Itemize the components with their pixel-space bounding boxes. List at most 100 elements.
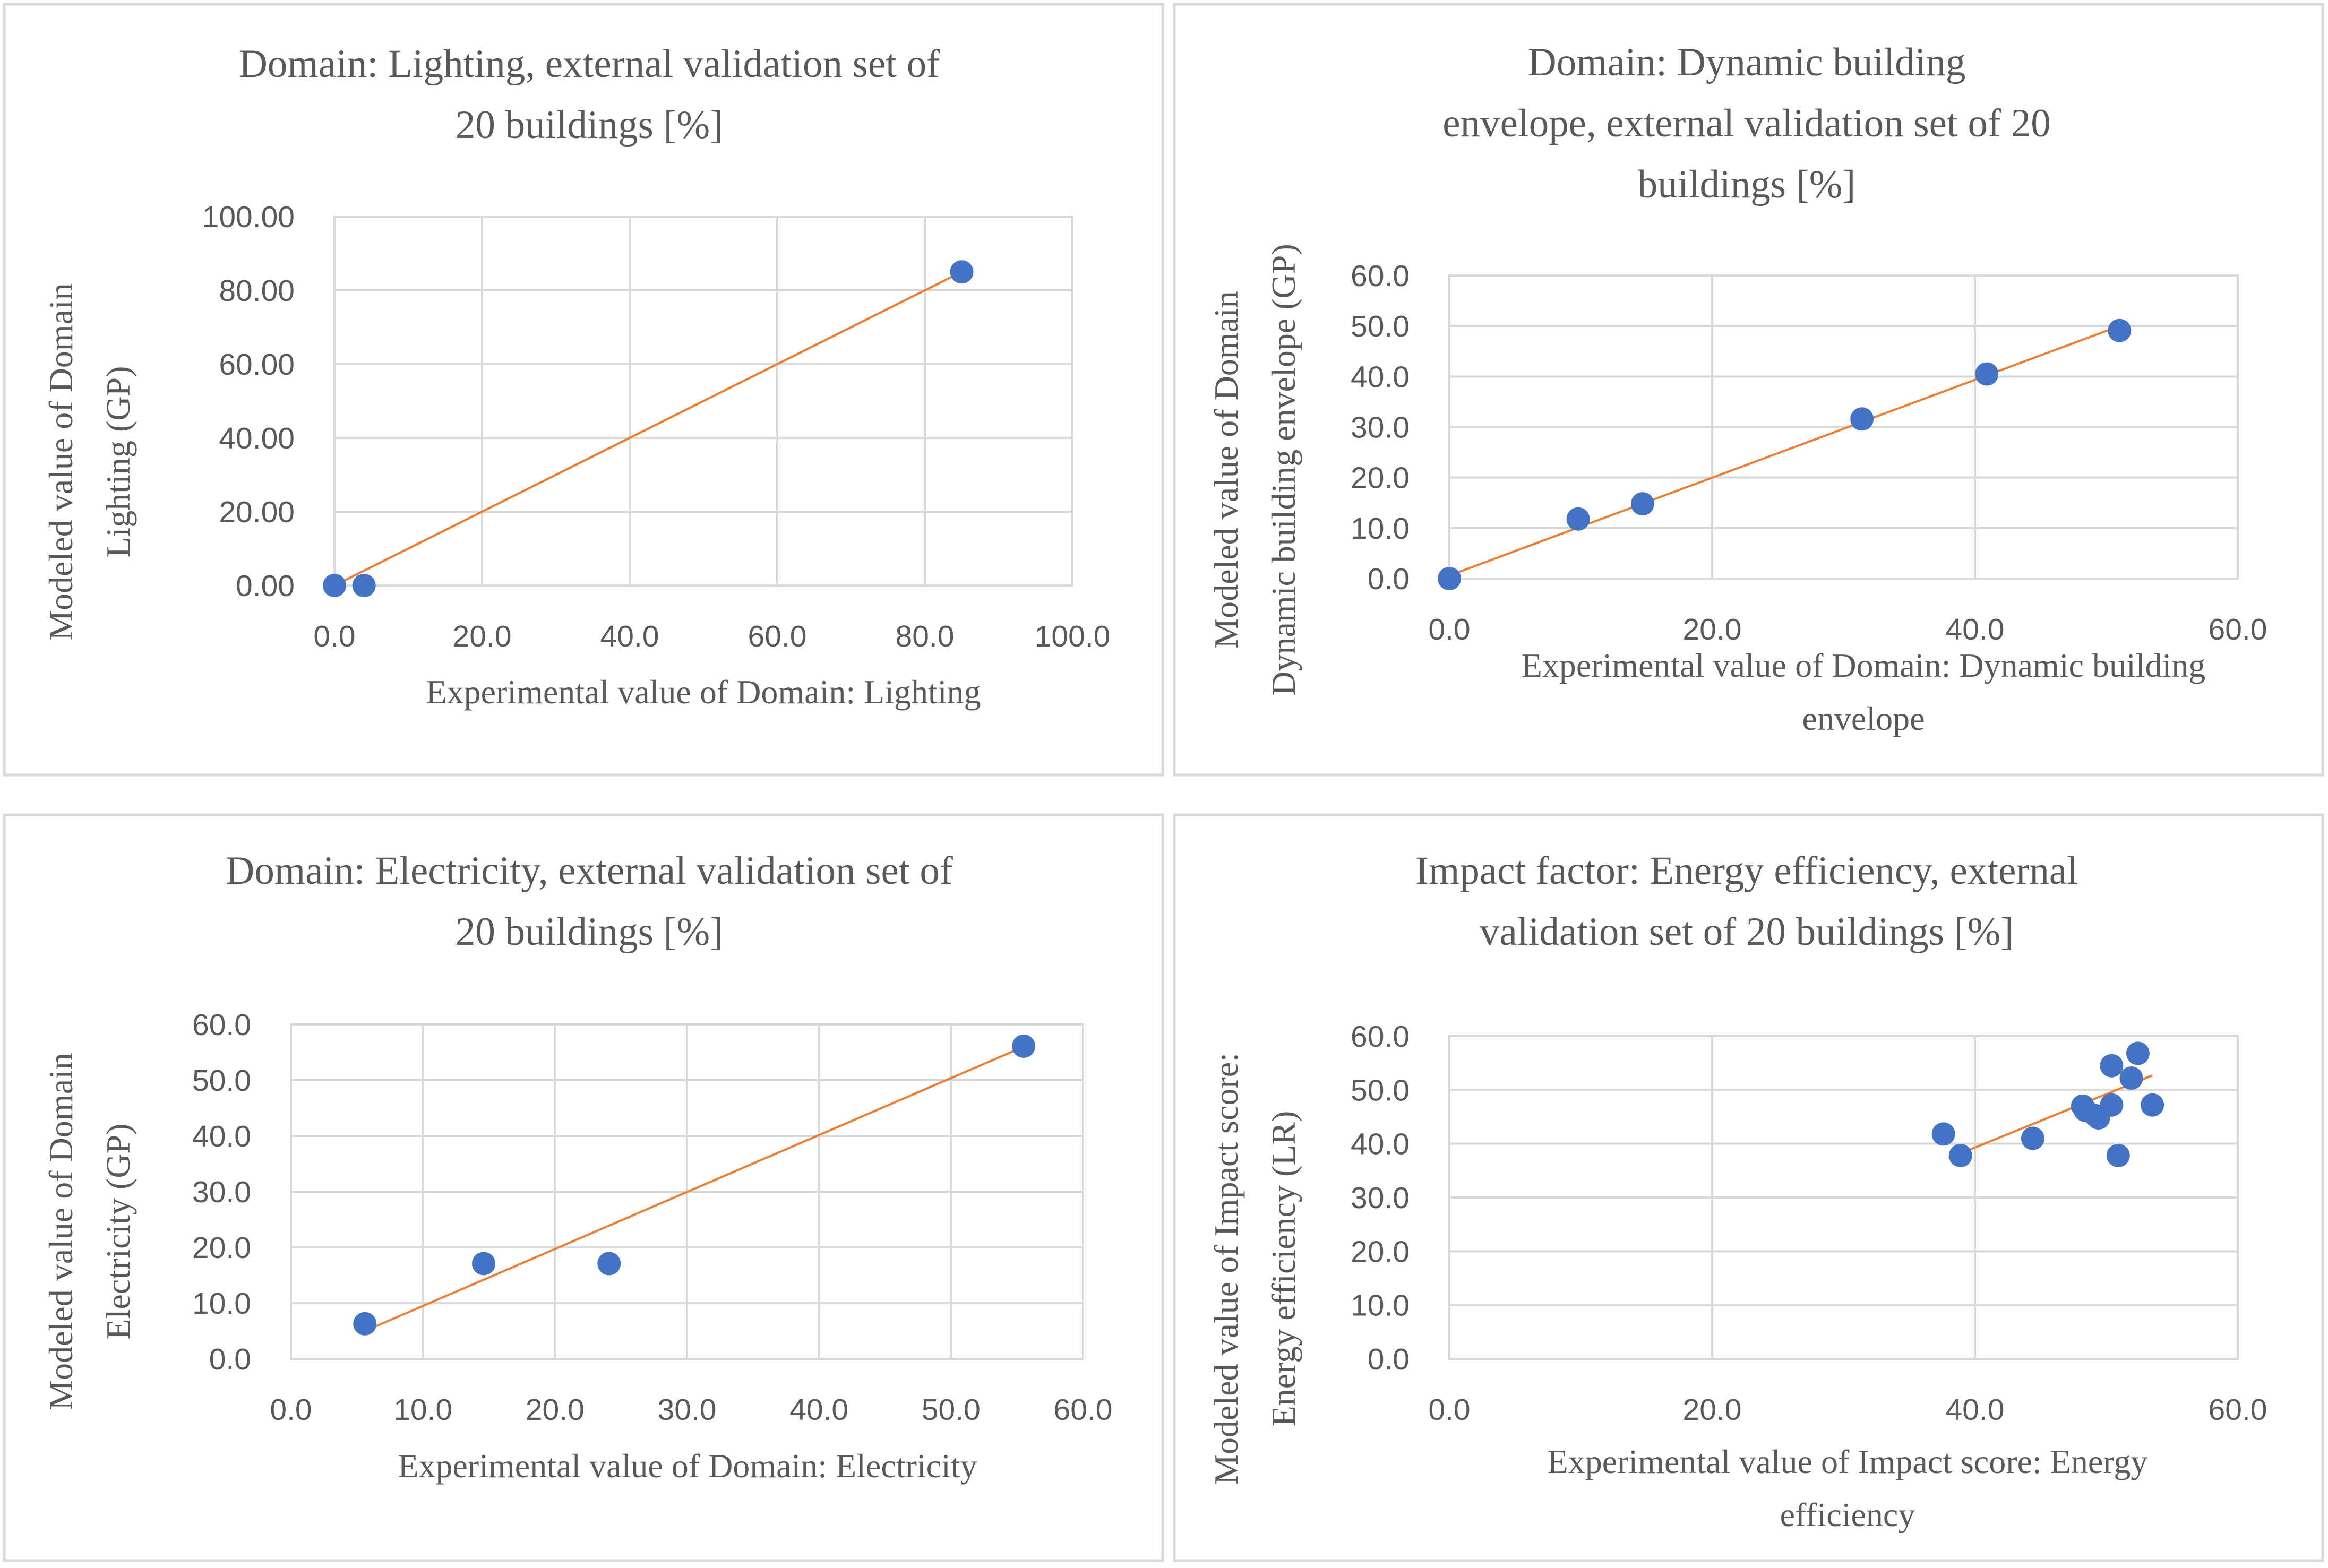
y-tick-label: 40.0 [1351, 1127, 1410, 1161]
x-tick-label: 20.0 [1683, 1393, 1742, 1427]
x-tick-label: 10.0 [393, 1393, 452, 1427]
y-axis-label: Lighting (GP) [99, 366, 137, 558]
y-tick-label: 60.00 [219, 348, 295, 382]
y-axis-label: Modeled value of Impact score: [1207, 1053, 1245, 1485]
chart-title: envelope, external validation set of 20 [1442, 101, 2050, 145]
data-point [352, 574, 376, 597]
data-point [1931, 1122, 1955, 1146]
plot-area [1448, 274, 2239, 580]
y-tick-label: 60.0 [192, 1008, 251, 1042]
data-point [472, 1252, 496, 1276]
y-tick-label: 40.0 [192, 1119, 251, 1153]
trendline [1449, 325, 2120, 577]
data-point [323, 574, 346, 597]
y-tick-label: 30.0 [192, 1175, 251, 1209]
data-point [1948, 1143, 1972, 1167]
data-point [1012, 1034, 1036, 1058]
data-point [2119, 1066, 2143, 1090]
x-axis-label: Experimental value of Domain: Electricit… [398, 1447, 977, 1485]
chart-panel-lighting: 0.0 20.0 40.0 60.0 80.0 100.0 0.00 20.00 40.00 60… [3, 3, 1164, 777]
trendline [1948, 1074, 2153, 1159]
y-tick-label: 60.0 [1351, 1020, 1410, 1054]
data-point [2100, 1093, 2124, 1117]
x-axis-label: efficiency [1780, 1496, 1915, 1533]
x-tick-label: 60.0 [748, 619, 807, 653]
data-point [597, 1252, 621, 1276]
chart-panel-energy-efficiency: 0.0 20.0 40.0 60.0 0.0 10.0 20.0 30.0 40.0 50.0 60… [1173, 813, 2324, 1562]
y-tick-label: 100.00 [202, 200, 295, 234]
data-point [2106, 1143, 2130, 1167]
chart-title: Impact factor: Energy efficiency, extern… [1415, 849, 2078, 893]
x-tick-label: 40.0 [1946, 1393, 2005, 1427]
y-tick-label: 20.0 [1351, 1235, 1410, 1269]
data-point [1566, 507, 1590, 531]
x-tick-label: 0.0 [1428, 613, 1470, 647]
x-tick-label: 40.0 [1946, 613, 2005, 647]
y-tick-label: 50.0 [1351, 1073, 1410, 1107]
y-axis-label: Electricity (GP) [99, 1124, 137, 1340]
y-axis-label: Energy efficiency (LR) [1265, 1111, 1302, 1427]
y-tick-label: 80.00 [219, 274, 295, 308]
chart-panel-electricity: 0.0 10.0 20.0 30.0 40.0 50.0 60.0 0.0 10.0 20.0 30… [3, 813, 1164, 1562]
y-tick-label: 0.00 [236, 569, 295, 603]
y-axis-label: Dynamic building envelope (GP) [1265, 244, 1302, 695]
plot-area [290, 1023, 1084, 1360]
chart-panel-dynamic-envelope: 0.0 20.0 40.0 60.0 0.0 10.0 20.0 30.0 40.0 50.0 60… [1173, 3, 2324, 777]
y-tick-label: 20.0 [1351, 461, 1410, 495]
y-tick-label: 10.0 [1351, 512, 1410, 546]
y-tick-label: 10.0 [192, 1287, 251, 1321]
y-tick-label: 30.0 [1351, 411, 1410, 445]
chart-title: 20 buildings [%] [456, 910, 723, 954]
data-point [2100, 1054, 2124, 1078]
x-tick-label: 20.0 [526, 1393, 585, 1427]
y-tick-label: 60.0 [1351, 259, 1410, 293]
trendline [364, 1046, 1024, 1332]
x-axis-label: Experimental value of Impact score: Ener… [1548, 1443, 2148, 1480]
chart-title: 20 buildings [%] [456, 103, 723, 147]
y-axis-label: Modeled value of Domain [42, 283, 80, 641]
chart-title: Domain: Lighting, external validation se… [239, 42, 940, 86]
y-tick-label: 40.00 [219, 421, 295, 455]
x-tick-label: 50.0 [922, 1393, 981, 1427]
y-tick-label: 50.0 [1351, 309, 1410, 343]
y-tick-label: 20.00 [219, 495, 295, 529]
data-point [950, 260, 974, 284]
x-tick-label: 40.0 [789, 1393, 848, 1427]
x-tick-label: 100.0 [1035, 619, 1111, 653]
chart-title: Domain: Electricity, external validation… [226, 849, 953, 893]
data-point [353, 1312, 377, 1336]
data-point [1850, 407, 1874, 431]
x-tick-label: 0.0 [313, 619, 355, 653]
x-tick-label: 0.0 [270, 1393, 312, 1427]
data-point [1975, 362, 1999, 386]
x-tick-label: 60.0 [2209, 613, 2267, 647]
x-axis-label: Experimental value of Domain: Lighting [426, 673, 981, 711]
panel-border [1173, 813, 2324, 1562]
x-axis-label: Experimental value of Domain: Dynamic bu… [1522, 647, 2206, 684]
y-tick-label: 50.0 [192, 1064, 251, 1098]
x-tick-label: 20.0 [453, 619, 512, 653]
x-tick-label: 60.0 [1054, 1393, 1113, 1427]
y-axis-label: Modeled value of Domain [1207, 291, 1245, 649]
chart-title: Domain: Dynamic building [1528, 40, 1966, 84]
x-tick-label: 40.0 [600, 619, 659, 653]
panel-border [1173, 3, 2324, 777]
y-tick-label: 0.0 [1368, 562, 1410, 596]
data-point [2021, 1126, 2044, 1150]
x-tick-label: 30.0 [658, 1393, 717, 1427]
chart-title: validation set of 20 buildings [%] [1480, 910, 2014, 954]
y-tick-label: 0.0 [1368, 1342, 1410, 1376]
x-tick-label: 60.0 [2209, 1393, 2267, 1427]
data-point [2108, 318, 2132, 342]
panel-border [3, 3, 1164, 777]
x-tick-label: 0.0 [1428, 1393, 1470, 1427]
panel-border [3, 813, 1164, 1562]
data-point [1630, 492, 1654, 516]
plot-area [333, 216, 1073, 587]
y-tick-label: 40.0 [1351, 360, 1410, 394]
y-tick-label: 10.0 [1351, 1289, 1410, 1323]
trendline [334, 271, 963, 587]
x-tick-label: 80.0 [896, 619, 955, 653]
y-tick-label: 0.0 [209, 1342, 251, 1376]
